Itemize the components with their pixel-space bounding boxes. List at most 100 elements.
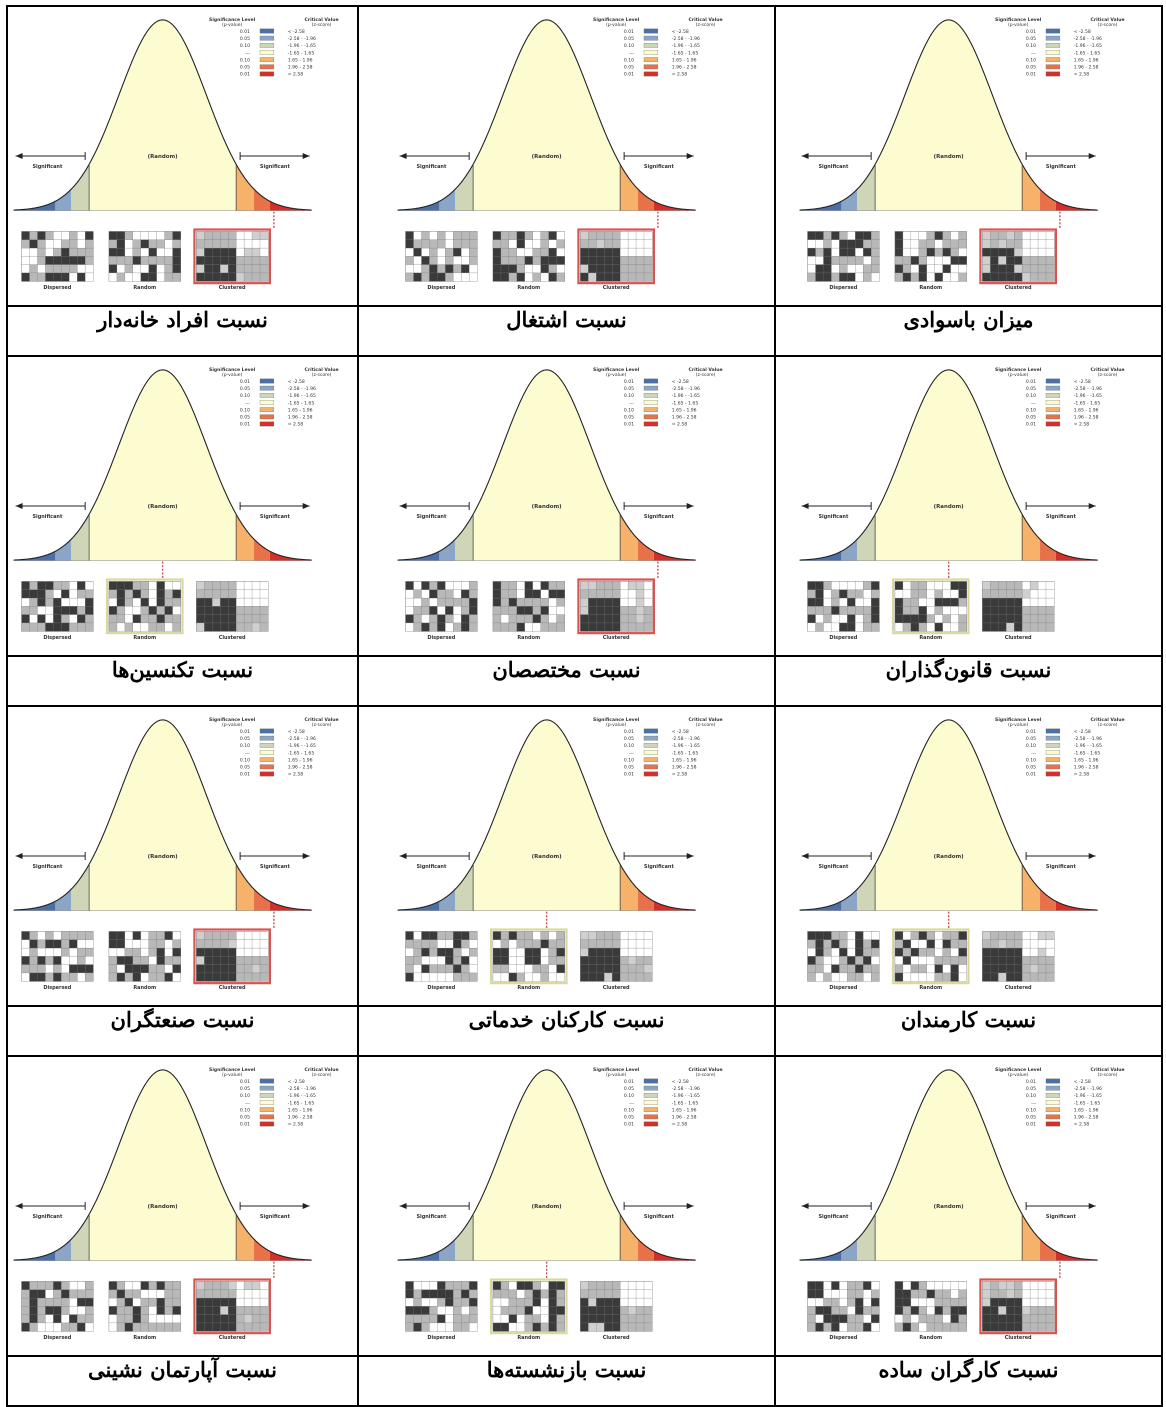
- map-region: [855, 264, 864, 274]
- significant-label-left: Significant: [32, 864, 63, 870]
- legend-z-range: 1.65 - 1.96: [1074, 407, 1099, 413]
- map-region: [156, 1281, 166, 1291]
- map-region: [902, 1322, 912, 1332]
- pattern-map: [193, 1278, 272, 1335]
- map-region: [124, 956, 134, 966]
- map-region: [132, 1281, 142, 1291]
- map-region: [37, 1289, 46, 1299]
- map-region: [405, 1314, 414, 1324]
- map-region: [596, 1314, 605, 1324]
- significant-label-right: Significant: [644, 164, 675, 170]
- map-region: [77, 247, 86, 257]
- map-region: [172, 1289, 181, 1299]
- map-region: [894, 231, 904, 241]
- map-region: [635, 231, 645, 241]
- map-region: [37, 622, 46, 632]
- map-region: [604, 239, 613, 249]
- legend-z-range: -1.65 - 1.65: [672, 400, 699, 406]
- map-region: [839, 947, 848, 957]
- map-region: [421, 1289, 430, 1299]
- legend-z-range: -1.96 - -1.65: [1074, 393, 1102, 399]
- map-region: [524, 1289, 534, 1299]
- legend-p-value: ---: [1031, 751, 1036, 756]
- map-region: [429, 972, 438, 982]
- map-region: [53, 956, 62, 966]
- map-region: [53, 256, 62, 266]
- map-region: [405, 239, 414, 249]
- map-region: [69, 589, 78, 599]
- map-region: [235, 947, 245, 957]
- map-region: [172, 614, 181, 624]
- map-region: [108, 622, 118, 632]
- map-region: [132, 247, 142, 257]
- map-region: [235, 239, 245, 249]
- map-region: [863, 956, 872, 966]
- map-region: [807, 231, 816, 241]
- map-region: [635, 239, 645, 249]
- map-region: [429, 1297, 438, 1307]
- map-region: [556, 972, 565, 982]
- map-region: [148, 264, 158, 274]
- map-region: [37, 239, 46, 249]
- map-region: [259, 1281, 269, 1291]
- map-region: [259, 956, 269, 966]
- map-region: [934, 239, 944, 249]
- map-region: [532, 939, 542, 949]
- map-region: [990, 614, 999, 624]
- random-label: (Random): [934, 1204, 965, 1210]
- map-region: [855, 614, 864, 624]
- legend-z-range: 1.65 - 1.96: [288, 1107, 313, 1113]
- map-region: [21, 622, 30, 632]
- tail-region-z-gt-2.58: [269, 1251, 312, 1261]
- map-region: [815, 956, 824, 966]
- legend-p-value: 0.10: [1026, 43, 1036, 49]
- legend-p-value: 0.01: [240, 422, 250, 428]
- map-region: [958, 1322, 967, 1332]
- map-region: [847, 264, 856, 274]
- map-region: [950, 1281, 960, 1291]
- map-region: [429, 622, 438, 632]
- tail-region-z-2.58-1.96: [439, 539, 456, 561]
- map-region: [604, 589, 613, 599]
- map-region: [990, 622, 999, 632]
- z-score-header: (z-score): [312, 22, 332, 28]
- map-region: [643, 1297, 653, 1307]
- pattern-map: [193, 228, 272, 285]
- tail-region-z-1.96-2.58: [638, 189, 654, 211]
- map-region: [516, 589, 526, 599]
- map-region: [220, 1297, 229, 1307]
- p-value-header: (p-value): [222, 722, 243, 728]
- map-region: [500, 947, 510, 957]
- map-region: [635, 931, 645, 941]
- map-region: [492, 272, 502, 282]
- map-region: [556, 947, 565, 957]
- pattern-map: [807, 1281, 880, 1332]
- map-region: [508, 256, 518, 266]
- map-region: [492, 956, 502, 966]
- map-region: [61, 939, 70, 949]
- legend-swatch: [1045, 57, 1061, 62]
- map-region: [61, 606, 70, 616]
- significant-label-right: Significant: [260, 1214, 291, 1220]
- map-region: [508, 272, 518, 282]
- map-region: [108, 1314, 118, 1324]
- random-label: (Random): [532, 1204, 563, 1210]
- map-region: [1006, 1281, 1015, 1291]
- map-region: [259, 239, 269, 249]
- map-region: [871, 1322, 880, 1332]
- normal-curve: [799, 1069, 1098, 1261]
- legend-swatch: [259, 1114, 275, 1120]
- map-region: [45, 622, 54, 632]
- map-region: [643, 272, 653, 282]
- map-region: [863, 614, 872, 624]
- map-region: [612, 972, 621, 982]
- map-region: [77, 606, 86, 616]
- map-region: [508, 614, 518, 624]
- map-region: [85, 597, 94, 607]
- map-region: [910, 947, 920, 957]
- map-region: [643, 264, 653, 274]
- pattern-map: [405, 231, 478, 282]
- map-region: [990, 239, 999, 249]
- map-region: [500, 931, 510, 941]
- tail-region-z-2.58-1.96: [841, 889, 858, 911]
